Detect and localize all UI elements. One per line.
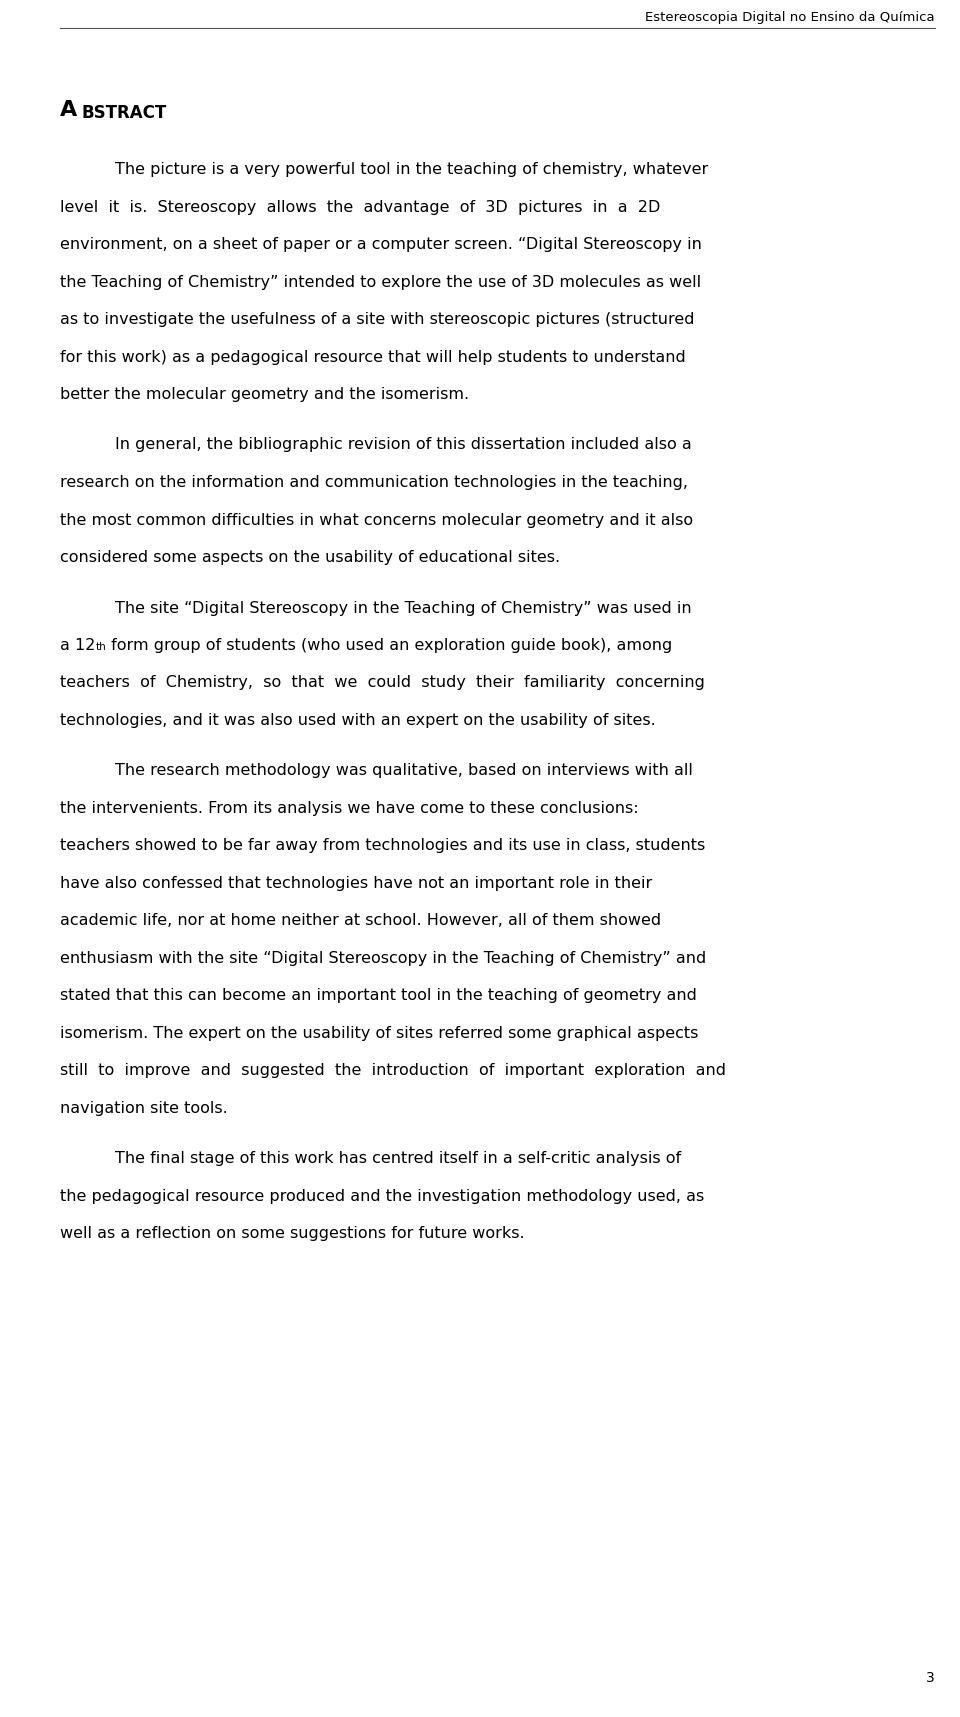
Text: academic life, nor at home neither at school. However, all of them showed: academic life, nor at home neither at sc… [60, 913, 661, 929]
Text: have also confessed that technologies have not an important role in their: have also confessed that technologies ha… [60, 876, 652, 891]
Text: for this work) as a pedagogical resource that will help students to understand: for this work) as a pedagogical resource… [60, 350, 685, 364]
Text: as to investigate the usefulness of a site with stereoscopic pictures (structure: as to investigate the usefulness of a si… [60, 312, 694, 326]
Text: still  to  improve  and  suggested  the  introduction  of  important  exploratio: still to improve and suggested the intro… [60, 1063, 726, 1078]
Text: isomerism. The expert on the usability of sites referred some graphical aspects: isomerism. The expert on the usability o… [60, 1027, 698, 1041]
Text: research on the information and communication technologies in the teaching,: research on the information and communic… [60, 476, 688, 489]
Text: 3: 3 [926, 1671, 935, 1684]
Text: stated that this can become an important tool in the teaching of geometry and: stated that this can become an important… [60, 989, 697, 1003]
Text: environment, on a sheet of paper or a computer screen. “Digital Stereoscopy in: environment, on a sheet of paper or a co… [60, 237, 702, 252]
Text: navigation site tools.: navigation site tools. [60, 1101, 228, 1116]
Text: The final stage of this work has centred itself in a self-critic analysis of: The final stage of this work has centred… [115, 1152, 682, 1166]
Text: A: A [60, 100, 77, 120]
Text: the intervenients. From its analysis we have come to these conclusions:: the intervenients. From its analysis we … [60, 802, 638, 816]
Text: enthusiasm with the site “Digital Stereoscopy in the Teaching of Chemistry” and: enthusiasm with the site “Digital Stereo… [60, 951, 707, 967]
Text: form group of students (who used an exploration guide book), among: form group of students (who used an expl… [107, 639, 672, 652]
Text: Estereoscopia Digital no Ensino da Química: Estereoscopia Digital no Ensino da Quími… [645, 10, 935, 24]
Text: teachers showed to be far away from technologies and its use in class, students: teachers showed to be far away from tech… [60, 838, 706, 853]
Text: th: th [95, 642, 107, 652]
Text: technologies, and it was also used with an expert on the usability of sites.: technologies, and it was also used with … [60, 713, 656, 728]
Text: The site “Digital Stereoscopy in the Teaching of Chemistry” was used in: The site “Digital Stereoscopy in the Tea… [115, 601, 691, 615]
Text: the most common difficulties in what concerns molecular geometry and it also: the most common difficulties in what con… [60, 512, 693, 527]
Text: a 12: a 12 [60, 639, 95, 652]
Text: better the molecular geometry and the isomerism.: better the molecular geometry and the is… [60, 386, 469, 402]
Text: well as a reflection on some suggestions for future works.: well as a reflection on some suggestions… [60, 1226, 524, 1241]
Text: considered some aspects on the usability of educational sites.: considered some aspects on the usability… [60, 549, 560, 565]
Text: th: th [95, 642, 107, 652]
Text: level  it  is.  Stereoscopy  allows  the  advantage  of  3D  pictures  in  a  2D: level it is. Stereoscopy allows the adva… [60, 199, 660, 215]
Text: teachers  of  Chemistry,  so  that  we  could  study  their  familiarity  concer: teachers of Chemistry, so that we could … [60, 675, 705, 690]
Text: The research methodology was qualitative, based on interviews with all: The research methodology was qualitative… [115, 764, 693, 778]
Text: BSTRACT: BSTRACT [82, 105, 167, 122]
Text: the Teaching of Chemistry” intended to explore the use of 3D molecules as well: the Teaching of Chemistry” intended to e… [60, 275, 701, 290]
Text: The picture is a very powerful tool in the teaching of chemistry, whatever: The picture is a very powerful tool in t… [115, 161, 708, 177]
Text: In general, the bibliographic revision of this dissertation included also a: In general, the bibliographic revision o… [115, 438, 692, 453]
Text: the pedagogical resource produced and the investigation methodology used, as: the pedagogical resource produced and th… [60, 1188, 705, 1204]
